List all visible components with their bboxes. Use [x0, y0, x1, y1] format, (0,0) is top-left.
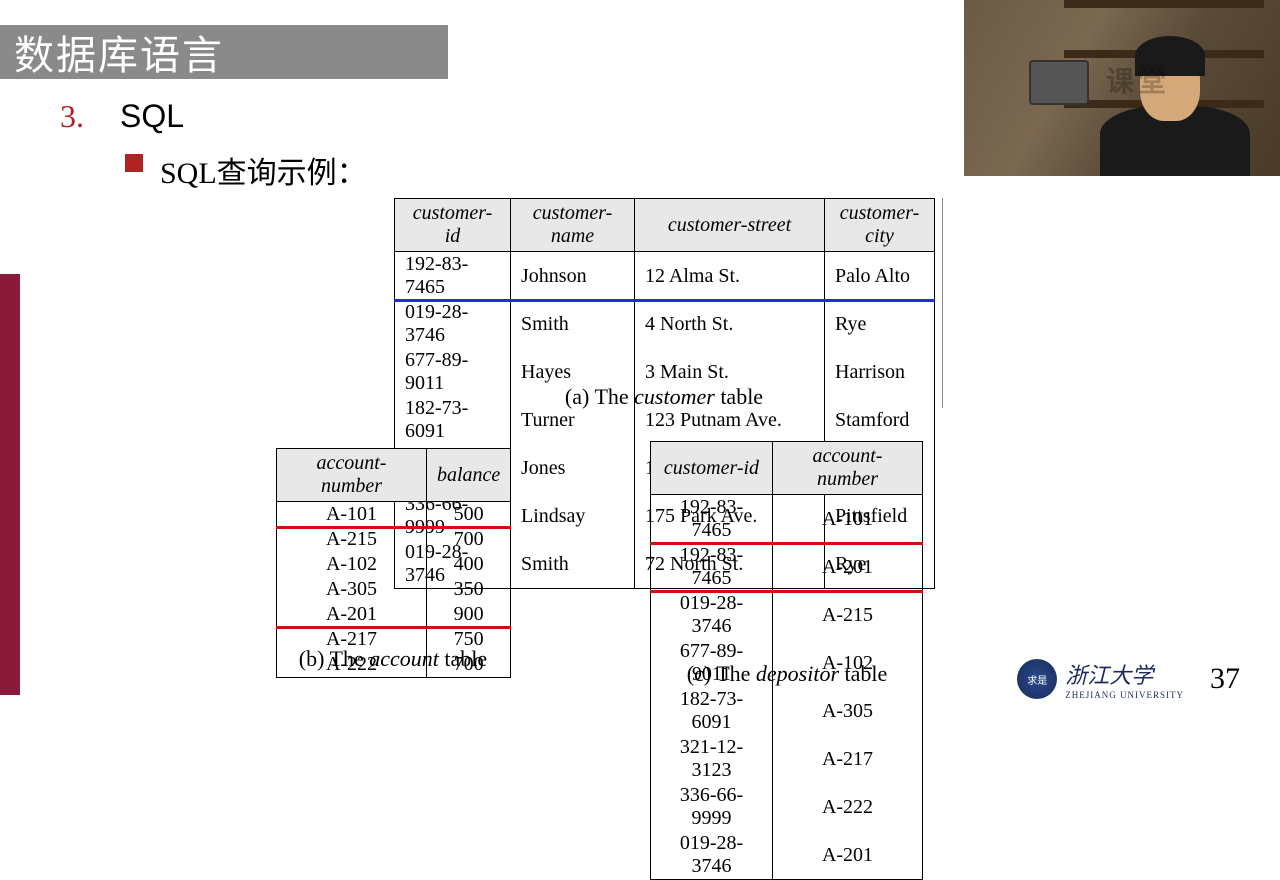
table-cell: A-222: [773, 783, 923, 831]
bullet-square-icon: [125, 154, 143, 172]
column-header: account-number: [773, 442, 923, 495]
table-row: 192-83-7465Johnson12 Alma St.Palo Alto: [395, 252, 935, 301]
table-cell: 019-28-3746: [395, 300, 511, 348]
divider-line: [942, 198, 943, 408]
table-cell: Smith: [511, 300, 635, 348]
slide-title: 数据库语言: [14, 23, 224, 81]
table-row: 321-12-3123A-217: [651, 735, 923, 783]
table-row: A-215700: [277, 527, 511, 552]
table-cell: Johnson: [511, 252, 635, 301]
account-row-highlight-1: [276, 526, 511, 529]
table-row: 019-28-3746A-215: [651, 591, 923, 639]
table-row: A-101500: [277, 502, 511, 528]
customer-caption: (a) The customer table: [394, 384, 934, 410]
table-cell: A-102: [277, 552, 427, 577]
table-cell: 350: [427, 577, 511, 602]
column-header: customer-name: [511, 199, 635, 252]
depositor-row-highlight-2: [650, 590, 923, 593]
account-table: account-numberbalance A-101500A-215700A-…: [276, 448, 511, 678]
table-row: A-102400: [277, 552, 511, 577]
customer-row-highlight: [394, 299, 935, 302]
presenter-webcam: 课堂: [964, 0, 1280, 176]
table-cell: 019-28-3746: [651, 591, 773, 639]
table-cell: 336-66-9999: [651, 783, 773, 831]
table-row: 192-83-7465A-201: [651, 543, 923, 591]
account-row-highlight-2: [276, 626, 511, 629]
table-cell: 182-73-6091: [651, 687, 773, 735]
table-cell: 500: [427, 502, 511, 528]
university-name-en: ZHEJIANG UNIVERSITY: [1065, 690, 1184, 700]
table-cell: 400: [427, 552, 511, 577]
page-number: 37: [1210, 662, 1240, 696]
slide-title-bar: 数据库语言: [0, 25, 448, 79]
section-title: SQL: [120, 98, 184, 135]
table-row: 336-66-9999A-222: [651, 783, 923, 831]
table-cell: A-101: [277, 502, 427, 528]
depositor-caption: (c) The depositor table: [650, 661, 924, 687]
watermark-text: 课堂: [1106, 60, 1170, 100]
table-cell: A-201: [773, 543, 923, 591]
table-cell: 192-83-7465: [395, 252, 511, 301]
bullet-text: SQL查询示例：: [160, 148, 367, 192]
column-header: customer-street: [635, 199, 825, 252]
account-caption: (b) The account table: [276, 646, 510, 672]
sidebar-gap: [0, 79, 20, 274]
table-cell: 019-28-3746: [651, 831, 773, 880]
table-cell: A-215: [773, 591, 923, 639]
table-cell: Palo Alto: [825, 252, 935, 301]
table-cell: A-101: [773, 495, 923, 544]
table-cell: Rye: [825, 300, 935, 348]
column-header: customer-id: [395, 199, 511, 252]
footer-logo-area: 求是 浙江大学 ZHEJIANG UNIVERSITY 37: [1017, 658, 1240, 700]
column-header: account-number: [277, 449, 427, 502]
section-number: 3.: [60, 98, 84, 135]
table-cell: Jones: [511, 444, 635, 492]
table-row: 182-73-6091A-305: [651, 687, 923, 735]
table-cell: A-215: [277, 527, 427, 552]
table-cell: Smith: [511, 540, 635, 589]
table-cell: 192-83-7465: [651, 543, 773, 591]
depositor-row-highlight-1: [650, 542, 923, 545]
table-cell: A-217: [773, 735, 923, 783]
table-cell: 321-12-3123: [651, 735, 773, 783]
table-row: 192-83-7465A-101: [651, 495, 923, 544]
column-header: customer-id: [651, 442, 773, 495]
table-cell: A-305: [277, 577, 427, 602]
table-row: A-201900: [277, 602, 511, 627]
table-cell: Lindsay: [511, 492, 635, 540]
table-cell: 192-83-7465: [651, 495, 773, 544]
table-row: 019-28-3746Smith4 North St.Rye: [395, 300, 935, 348]
table-cell: A-305: [773, 687, 923, 735]
column-header: balance: [427, 449, 511, 502]
table-cell: 900: [427, 602, 511, 627]
university-name-cn: 浙江大学: [1065, 658, 1184, 690]
table-cell: 12 Alma St.: [635, 252, 825, 301]
table-row: 019-28-3746A-201: [651, 831, 923, 880]
table-cell: 4 North St.: [635, 300, 825, 348]
column-header: customer-city: [825, 199, 935, 252]
table-cell: 700: [427, 527, 511, 552]
table-row: A-305350: [277, 577, 511, 602]
table-cell: A-201: [277, 602, 427, 627]
university-seal-icon: 求是: [1017, 659, 1057, 699]
table-cell: A-201: [773, 831, 923, 880]
